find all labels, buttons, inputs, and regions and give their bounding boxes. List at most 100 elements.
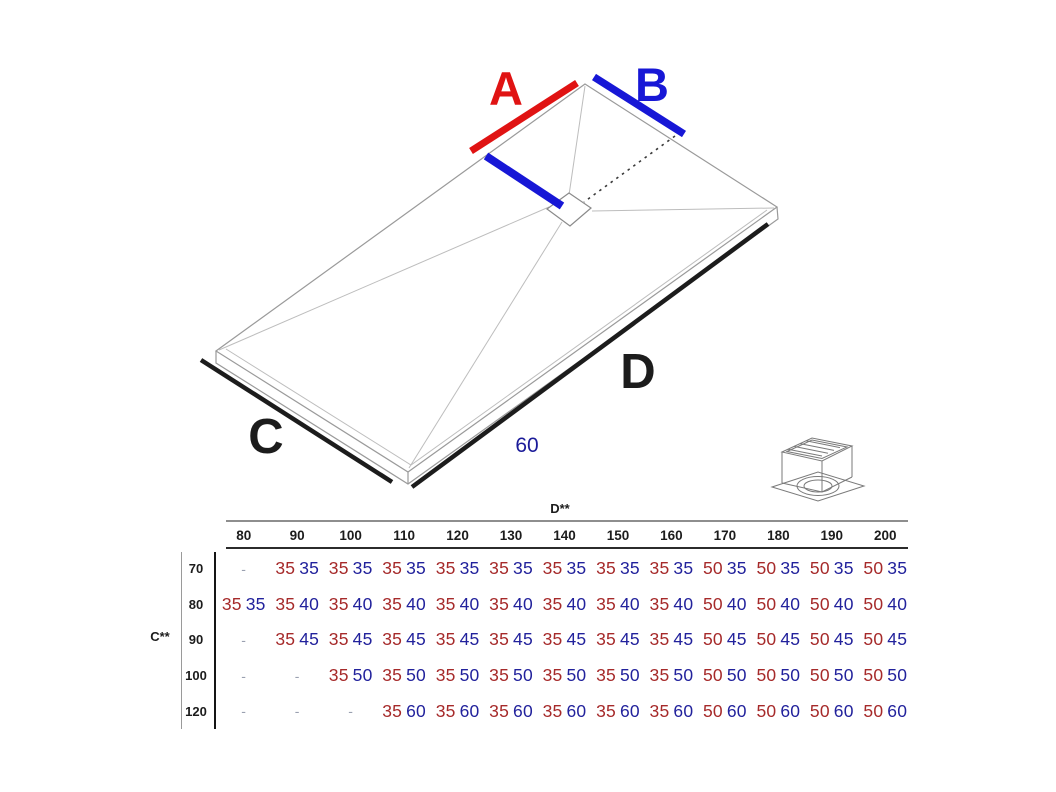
size-cell-70-120: 35 35 bbox=[435, 558, 480, 579]
size-cell-70-100: 35 35 bbox=[328, 558, 373, 579]
size-cell-120-160: 35 60 bbox=[649, 700, 694, 721]
size-cell-90-130: 35 45 bbox=[489, 629, 533, 650]
column-header-140: 140 bbox=[553, 528, 576, 543]
slope-line-left bbox=[218, 206, 550, 351]
size-cell-70-140: 35 35 bbox=[542, 558, 587, 579]
column-header-200: 200 bbox=[874, 528, 897, 543]
size-cell-70-130: 35 35 bbox=[489, 558, 533, 579]
dotted-guide-line bbox=[583, 135, 676, 203]
size-cell-120-120: 35 60 bbox=[435, 700, 480, 721]
dim-a-label: A bbox=[489, 62, 523, 115]
center-dim-label: 60 bbox=[515, 434, 538, 457]
size-cell-120-100: - bbox=[348, 703, 354, 720]
size-cell-90-140: 35 45 bbox=[542, 629, 587, 650]
column-header-180: 180 bbox=[767, 528, 790, 543]
size-cell-120-130: 35 60 bbox=[489, 700, 533, 721]
dimension-line-a bbox=[469, 80, 579, 154]
table-column-headers: 80 90 100 110 120 130 140 150 160 170 180 190 200 bbox=[217, 527, 912, 545]
size-cell-80-140: 35 40 bbox=[542, 593, 587, 614]
tray-diagram: A B C D 60 bbox=[199, 58, 866, 502]
column-header-170: 170 bbox=[713, 528, 737, 543]
size-cell-100-130: 35 50 bbox=[489, 665, 533, 686]
column-header-120: 120 bbox=[446, 528, 469, 543]
size-cell-80-150: 35 40 bbox=[596, 593, 640, 614]
size-cell-90-190: 50 45 bbox=[809, 629, 854, 650]
size-cell-80-190: 50 40 bbox=[809, 593, 854, 614]
size-cell-100-120: 35 50 bbox=[435, 665, 480, 686]
table-row-headers: 70 80 90 100 120 bbox=[181, 551, 211, 729]
size-cell-120-170: 50 60 bbox=[703, 700, 747, 721]
table-c-axis-label: C** bbox=[150, 629, 170, 644]
dim-c-label: C bbox=[248, 410, 283, 464]
size-cell-100-150: 35 50 bbox=[596, 665, 640, 686]
size-cell-80-170: 50 40 bbox=[703, 593, 747, 614]
size-cell-100-100: 35 50 bbox=[328, 665, 373, 686]
size-cell-100-200: 50 50 bbox=[863, 665, 908, 686]
size-cell-80-90: 35 40 bbox=[275, 593, 320, 614]
size-cell-70-170: 50 35 bbox=[703, 558, 747, 579]
size-cell-120-140: 35 60 bbox=[542, 700, 587, 721]
size-cell-90-200: 50 45 bbox=[863, 629, 908, 650]
drain-icon bbox=[770, 437, 866, 502]
column-header-150: 150 bbox=[606, 528, 630, 543]
size-cell-90-80: - bbox=[241, 631, 247, 648]
size-cell-90-180: 50 45 bbox=[756, 629, 801, 650]
size-cell-120-150: 35 60 bbox=[596, 700, 640, 721]
size-cell-80-130: 35 40 bbox=[489, 593, 533, 614]
size-cell-70-80: - bbox=[241, 560, 247, 577]
size-cell-80-110: 35 40 bbox=[382, 593, 426, 614]
dimension-line-d bbox=[410, 222, 770, 489]
table-d-axis-label: D** bbox=[550, 501, 570, 516]
size-cell-120-190: 50 60 bbox=[809, 700, 854, 721]
size-cell-90-100: 35 45 bbox=[328, 629, 373, 650]
column-header-190: 190 bbox=[820, 528, 844, 543]
size-cell-100-90: - bbox=[294, 667, 300, 684]
table-left-divider bbox=[181, 552, 182, 729]
size-cell-120-110: 35 60 bbox=[382, 700, 426, 721]
size-cell-70-90: 35 35 bbox=[275, 558, 320, 579]
size-cell-90-170: 50 45 bbox=[703, 629, 747, 650]
slope-line-right bbox=[591, 207, 775, 212]
size-cell-100-80: - bbox=[241, 667, 247, 684]
size-cell-100-190: 50 50 bbox=[809, 665, 854, 686]
column-header-160: 160 bbox=[660, 528, 683, 543]
slope-line-top bbox=[568, 85, 586, 196]
column-header-100: 100 bbox=[339, 528, 362, 543]
table-header-rule bbox=[226, 547, 908, 549]
row-header-90: 90 bbox=[188, 632, 204, 648]
size-cell-100-140: 35 50 bbox=[542, 665, 587, 686]
size-cell-80-80: 35 35 bbox=[221, 593, 266, 614]
row-header-80: 80 bbox=[188, 596, 204, 612]
size-cell-100-170: 50 50 bbox=[703, 665, 747, 686]
dimension-line-c bbox=[199, 358, 394, 484]
dim-b-label: B bbox=[635, 58, 669, 111]
column-header-130: 130 bbox=[499, 528, 523, 543]
size-cell-90-110: 35 45 bbox=[382, 629, 426, 650]
row-header-70: 70 bbox=[188, 561, 204, 577]
size-cell-70-200: 50 35 bbox=[863, 558, 908, 579]
size-cell-100-160: 35 50 bbox=[649, 665, 694, 686]
size-cell-70-180: 50 35 bbox=[756, 558, 801, 579]
row-header-120: 120 bbox=[185, 703, 207, 719]
dimension-line-b-inner bbox=[483, 152, 565, 210]
size-cell-90-90: 35 45 bbox=[275, 629, 320, 650]
size-cell-80-180: 50 40 bbox=[756, 593, 801, 614]
table-body: - 35 35 35 35 35 35 35 35 35 35 35 35 35 35 35 35 50 35 50 3… bbox=[217, 551, 912, 729]
size-cell-70-160: 35 35 bbox=[649, 558, 694, 579]
size-cell-90-120: 35 45 bbox=[435, 629, 480, 650]
column-header-90: 90 bbox=[289, 528, 305, 543]
table-row-header-divider bbox=[214, 552, 216, 729]
dim-d-label: D bbox=[620, 345, 655, 399]
size-cell-120-90: - bbox=[294, 703, 300, 720]
column-header-110: 110 bbox=[393, 528, 415, 543]
size-cell-70-110: 35 35 bbox=[382, 558, 426, 579]
size-cell-80-120: 35 40 bbox=[435, 593, 480, 614]
slope-line-bottom bbox=[408, 221, 563, 469]
size-cell-120-80: - bbox=[241, 703, 247, 720]
size-cell-80-160: 35 40 bbox=[649, 593, 694, 614]
size-cell-80-200: 50 40 bbox=[863, 593, 908, 614]
table-top-rule bbox=[226, 520, 908, 522]
size-cell-120-180: 50 60 bbox=[756, 700, 801, 721]
column-header-80: 80 bbox=[236, 528, 252, 543]
